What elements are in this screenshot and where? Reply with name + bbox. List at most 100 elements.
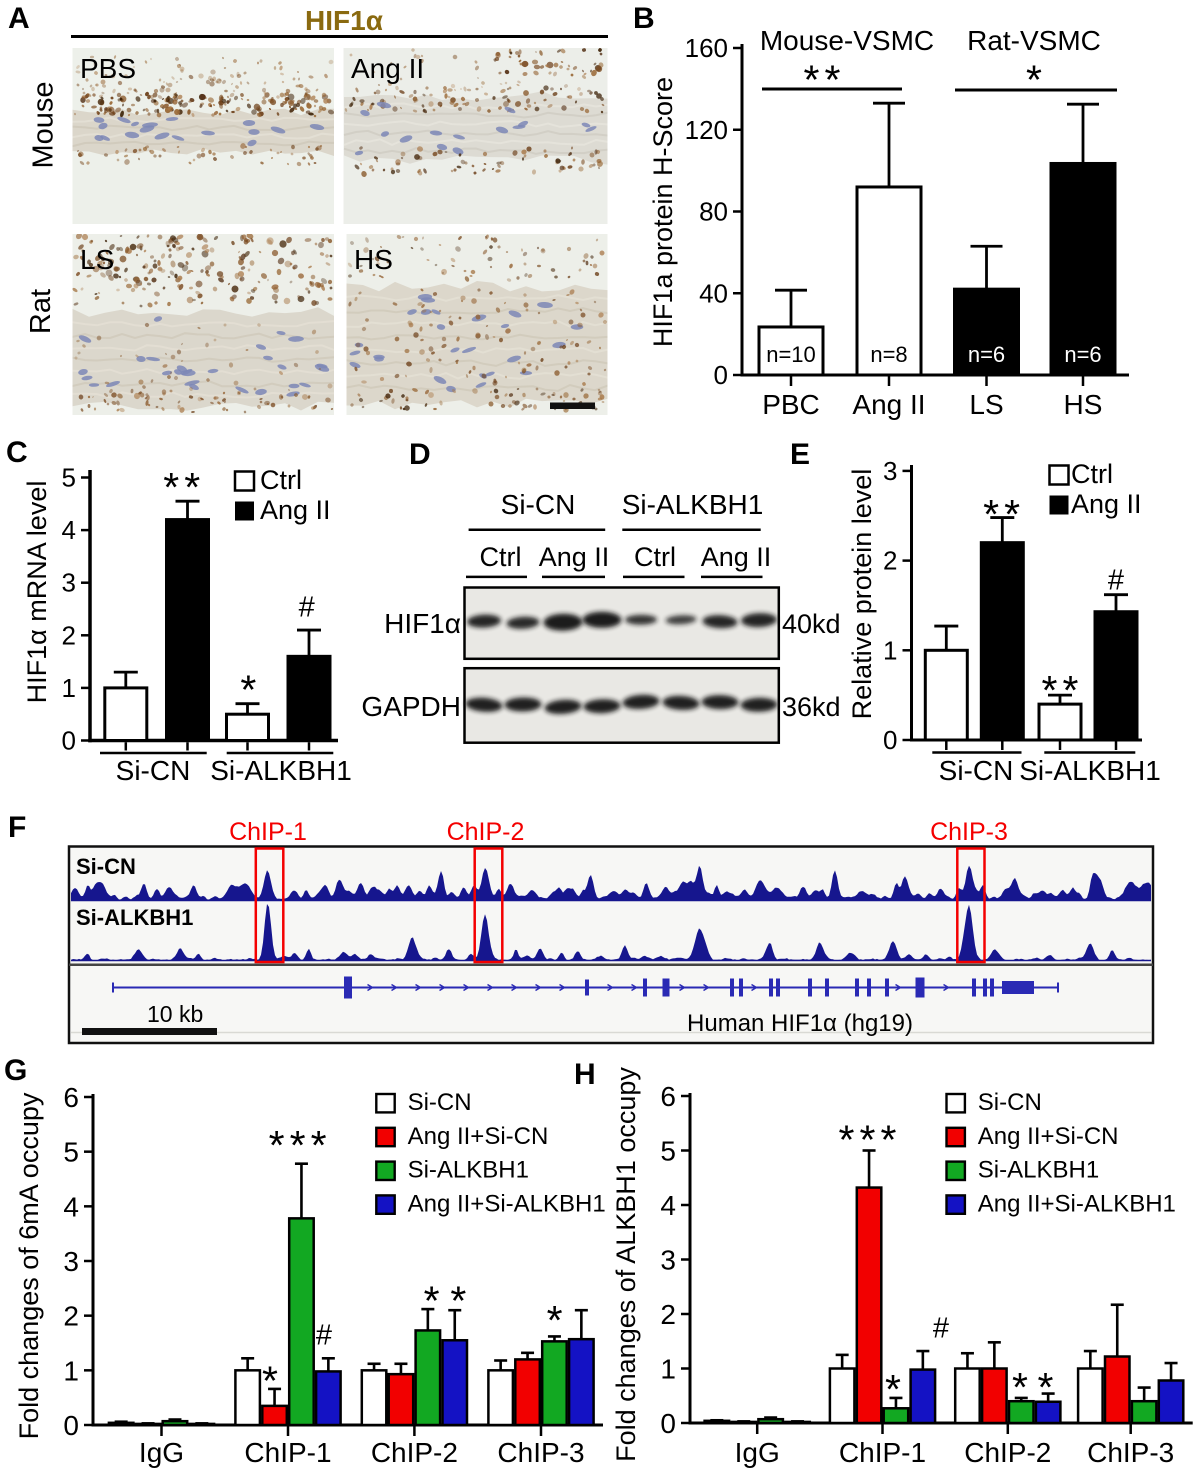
svg-text:3: 3	[63, 1246, 79, 1277]
svg-text:Si-CN: Si-CN	[408, 1089, 472, 1116]
svg-text:*: *	[983, 491, 999, 537]
svg-text:*: *	[184, 464, 200, 510]
svg-text:2: 2	[660, 1299, 676, 1330]
svg-text:160: 160	[685, 33, 728, 63]
svg-text:ChIP-1: ChIP-1	[839, 1437, 926, 1468]
svg-text:36kd: 36kd	[782, 692, 841, 722]
svg-text:*: *	[547, 1297, 563, 1343]
svg-text:n=10: n=10	[766, 342, 816, 367]
svg-text:*: *	[1026, 57, 1042, 103]
svg-text:Si-ALKBH1: Si-ALKBH1	[76, 905, 193, 930]
svg-text:Ang II: Ang II	[701, 542, 772, 572]
svg-text:IgG: IgG	[735, 1437, 780, 1468]
svg-text:#: #	[1108, 564, 1124, 596]
svg-text:*: *	[804, 57, 820, 103]
svg-text:Ang II: Ang II	[260, 495, 331, 525]
svg-text:Rat: Rat	[25, 289, 57, 334]
svg-text:ChIP-1: ChIP-1	[229, 818, 307, 846]
svg-text:1: 1	[63, 1355, 79, 1386]
svg-text:*: *	[424, 1278, 440, 1324]
svg-text:Ctrl: Ctrl	[1071, 459, 1113, 489]
svg-text:B: B	[633, 2, 655, 35]
svg-text:F: F	[8, 811, 26, 844]
svg-text:HIF1a protein H-Score: HIF1a protein H-Score	[648, 77, 678, 347]
svg-text:Ang II+Si-CN: Ang II+Si-CN	[408, 1123, 549, 1150]
svg-text:Si-CN: Si-CN	[978, 1089, 1042, 1116]
svg-text:3: 3	[883, 456, 897, 486]
svg-text:6: 6	[660, 1081, 676, 1112]
svg-text:Si-ALKBH1: Si-ALKBH1	[408, 1157, 529, 1184]
svg-text:2: 2	[883, 546, 897, 576]
svg-text:Ctrl: Ctrl	[480, 542, 522, 572]
svg-text:*: *	[163, 464, 179, 510]
svg-text:Si-CN: Si-CN	[76, 854, 136, 879]
svg-text:Mouse-VSMC: Mouse-VSMC	[760, 25, 934, 56]
svg-text:Si-CN: Si-CN	[939, 755, 1014, 786]
svg-text:0: 0	[62, 726, 76, 756]
svg-text:ChIP-2: ChIP-2	[371, 1437, 458, 1468]
svg-text:Ctrl: Ctrl	[260, 465, 302, 495]
svg-text:*: *	[450, 1278, 466, 1324]
svg-text:*: *	[311, 1122, 327, 1168]
svg-text:D: D	[409, 438, 431, 471]
svg-text:5: 5	[62, 463, 76, 493]
svg-text:LS: LS	[80, 244, 114, 275]
svg-text:Ang II+Si-ALKBH1: Ang II+Si-ALKBH1	[408, 1190, 606, 1217]
svg-text:*: *	[1004, 491, 1020, 537]
svg-text:*: *	[860, 1117, 876, 1163]
svg-text:ChIP-3: ChIP-3	[1087, 1437, 1174, 1468]
svg-text:*: *	[839, 1117, 855, 1163]
svg-text:5: 5	[63, 1137, 79, 1168]
svg-text:Si-ALKBH1: Si-ALKBH1	[978, 1157, 1099, 1184]
svg-text:*: *	[1038, 1364, 1054, 1410]
svg-text:A: A	[8, 2, 30, 35]
svg-text:0: 0	[660, 1408, 676, 1439]
svg-text:IgG: IgG	[139, 1437, 184, 1468]
svg-text:1: 1	[883, 635, 897, 665]
svg-text:120: 120	[685, 115, 728, 145]
svg-text:Fold changes of 6mA occupy: Fold changes of 6mA occupy	[14, 1092, 44, 1439]
svg-text:40: 40	[699, 278, 728, 308]
svg-text:*: *	[1042, 667, 1058, 713]
svg-text:GAPDH: GAPDH	[361, 691, 461, 722]
svg-text:HIF1α mRNA level: HIF1α mRNA level	[22, 481, 52, 704]
svg-text:40kd: 40kd	[782, 609, 841, 639]
svg-text:Ctrl: Ctrl	[634, 542, 676, 572]
svg-text:ChIP-2: ChIP-2	[964, 1437, 1051, 1468]
svg-text:Si-ALKBH1: Si-ALKBH1	[1019, 755, 1161, 786]
svg-text:#: #	[316, 1319, 332, 1351]
svg-text:G: G	[4, 1054, 27, 1087]
svg-text:n=6: n=6	[1064, 342, 1101, 367]
svg-text:2: 2	[63, 1301, 79, 1332]
svg-text:2: 2	[62, 620, 76, 650]
svg-text:ChIP-3: ChIP-3	[930, 818, 1008, 846]
svg-text:4: 4	[62, 515, 76, 545]
svg-text:0: 0	[714, 360, 728, 390]
svg-text:C: C	[6, 436, 28, 469]
svg-text:Si-ALKBH1: Si-ALKBH1	[622, 489, 764, 520]
svg-text:4: 4	[660, 1190, 676, 1221]
svg-text:Mouse: Mouse	[28, 81, 60, 168]
svg-text:Si-CN: Si-CN	[501, 489, 576, 520]
svg-text:HS: HS	[354, 244, 393, 275]
svg-text:Relative protein level: Relative protein level	[847, 469, 877, 720]
svg-text:*: *	[1012, 1364, 1028, 1410]
svg-text:*: *	[1063, 667, 1079, 713]
svg-text:LS: LS	[969, 389, 1003, 420]
svg-text:1: 1	[62, 673, 76, 703]
svg-text:HS: HS	[1064, 389, 1103, 420]
svg-text:*: *	[240, 667, 256, 713]
svg-text:HIF1α: HIF1α	[305, 5, 383, 36]
svg-text:n=8: n=8	[870, 342, 907, 367]
svg-text:1: 1	[660, 1354, 676, 1385]
svg-text:0: 0	[883, 725, 897, 755]
svg-text:5: 5	[660, 1136, 676, 1167]
svg-text:*: *	[290, 1122, 306, 1168]
svg-text:Ang II+Si-CN: Ang II+Si-CN	[978, 1123, 1119, 1150]
svg-text:Ang II: Ang II	[852, 389, 925, 420]
svg-text:Si-CN: Si-CN	[116, 755, 191, 786]
svg-text:Rat-VSMC: Rat-VSMC	[967, 25, 1101, 56]
svg-text:4: 4	[63, 1191, 79, 1222]
svg-text:10 kb: 10 kb	[147, 1001, 203, 1027]
svg-text:6: 6	[63, 1082, 79, 1113]
